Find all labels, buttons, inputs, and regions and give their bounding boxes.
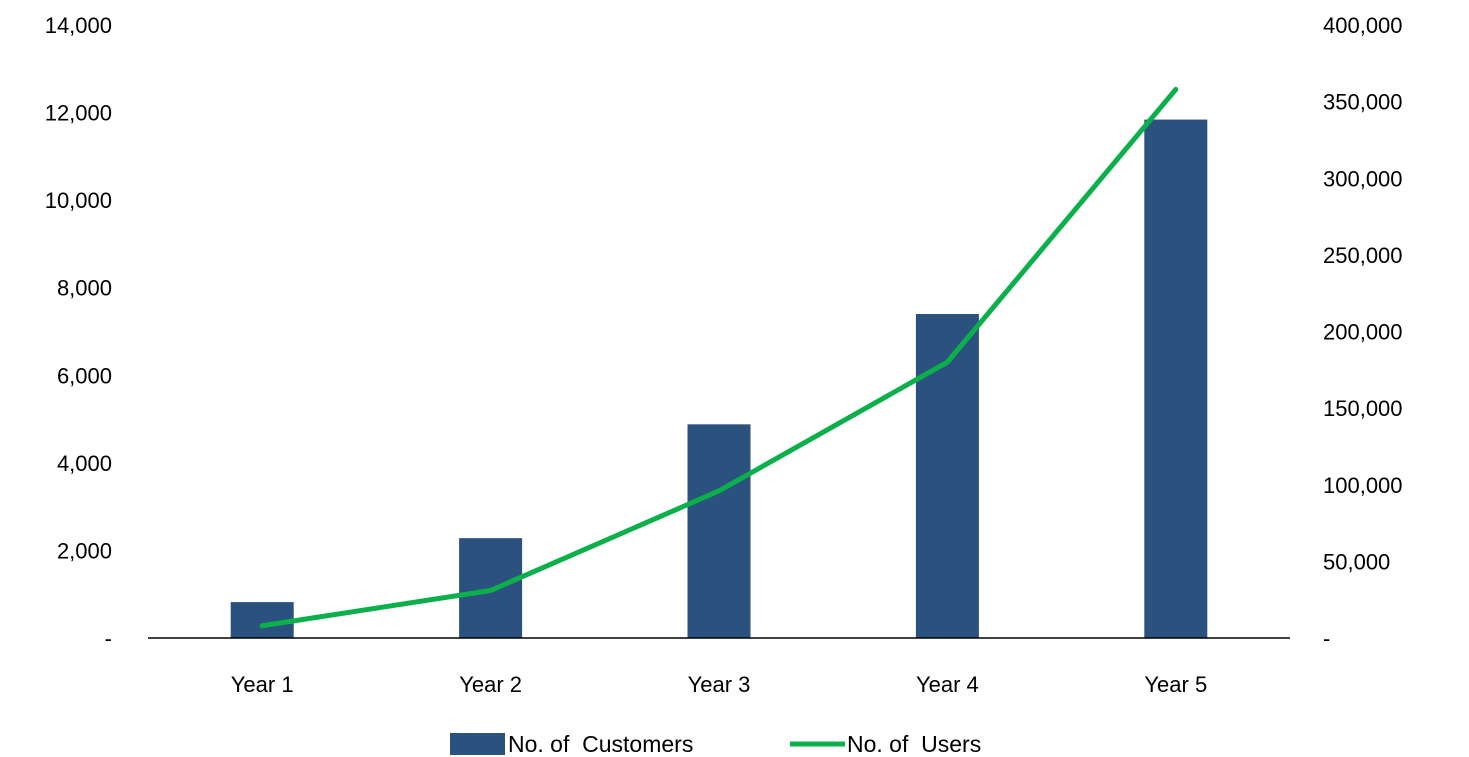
x-axis-tick-label: Year 5: [1144, 672, 1207, 697]
right-axis-tick-label: 100,000: [1323, 473, 1403, 498]
left-axis-tick-label: 6,000: [57, 363, 112, 388]
right-axis-tick-label: 50,000: [1323, 549, 1390, 574]
legend-label-users: No. of Users: [847, 731, 981, 757]
customers-bar: [915, 313, 979, 638]
left-axis-tick-labels: - 2,000 4,000 6,000 8,000 10,000 12,000 14,000: [45, 13, 112, 651]
right-axis-tick-label: -: [1323, 626, 1330, 651]
legend-label-customers: No. of Customers: [508, 731, 693, 757]
legend: No. of Customers No. of Users: [450, 731, 981, 757]
right-axis-tick-label: 400,000: [1323, 13, 1403, 38]
right-axis-tick-labels: - 50,000 100,000 150,000 200,000 250,000 300,0…: [1323, 13, 1403, 651]
x-axis-tick-label: Year 3: [688, 672, 751, 697]
right-axis-tick-label: 150,000: [1323, 396, 1403, 421]
customers-bar: [687, 424, 751, 638]
x-axis-tick-label: Year 2: [459, 672, 522, 697]
left-axis-tick-label: 8,000: [57, 276, 112, 301]
left-axis-tick-label: 14,000: [45, 13, 112, 38]
left-axis-tick-label: -: [105, 626, 112, 651]
right-axis-tick-label: 200,000: [1323, 320, 1403, 345]
x-axis-tick-labels: Year 1 Year 2 Year 3 Year 4 Year 5: [231, 672, 1207, 697]
left-axis-tick-label: 12,000: [45, 101, 112, 126]
customers-bar: [1144, 119, 1208, 638]
left-axis-tick-label: 4,000: [57, 451, 112, 476]
right-axis-tick-label: 250,000: [1323, 243, 1403, 268]
left-axis-tick-label: 2,000: [57, 538, 112, 563]
legend-swatch-customers: [450, 733, 505, 755]
x-axis-tick-label: Year 1: [231, 672, 294, 697]
users-line-series: [259, 86, 1179, 629]
customers-bars: [230, 119, 1208, 638]
x-axis-tick-label: Year 4: [916, 672, 979, 697]
users-line: [259, 86, 1179, 629]
left-axis-tick-label: 10,000: [45, 188, 112, 213]
right-axis-tick-label: 300,000: [1323, 166, 1403, 191]
right-axis-tick-label: 350,000: [1323, 90, 1403, 115]
